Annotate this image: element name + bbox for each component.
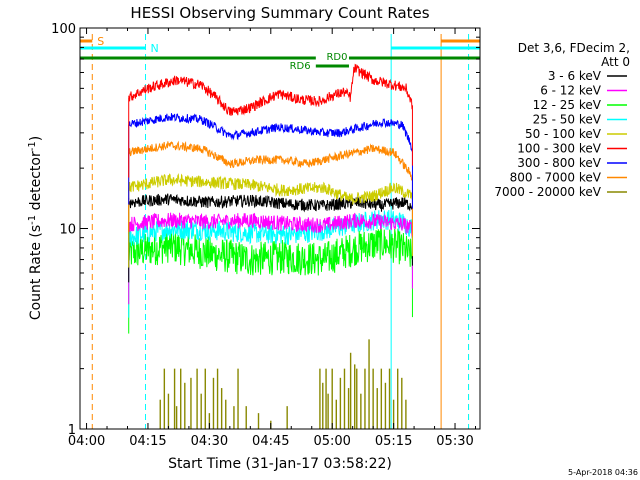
legend-entry-label: 3 - 6 keV (548, 69, 602, 83)
legend-entry-label: 100 - 300 keV (517, 142, 601, 156)
chart-title: HESSI Observing Summary Count Rates (130, 4, 429, 22)
series-3to6kev (128, 193, 413, 213)
timestamp: 5-Apr-2018 04:36 (568, 468, 638, 477)
annotation-layer: S N RD0 RD6 (80, 34, 480, 429)
legend-header-line-1: Det 3,6, FDecim 2, (518, 41, 630, 55)
y-tick-label: 1 (68, 423, 76, 438)
y-axis-label: Count Rate (s-1 detector-1) (27, 136, 44, 320)
x-tick-label: 04:45 (252, 434, 289, 449)
y-tick-label: 100 (51, 22, 76, 37)
x-tick-label: 04:00 (68, 434, 105, 449)
x-tick-label: 05:30 (436, 434, 473, 449)
legend-entry-label: 50 - 100 keV (525, 127, 602, 141)
series-50to100kev (128, 172, 413, 205)
legend-entry-label: 800 - 7000 keV (510, 171, 602, 185)
x-axis-label: Start Time (31-Jan-17 03:58:22) (168, 456, 392, 472)
series-800to7000kev (128, 140, 413, 181)
series-layer (128, 63, 413, 430)
legend-header-line-2: Att 0 (601, 55, 630, 69)
night-label: N (151, 42, 159, 55)
saa-label: S (97, 35, 104, 48)
x-tick-label: 04:15 (129, 434, 166, 449)
legend-entry-label: 25 - 50 keV (533, 113, 602, 127)
legend-entry-label: 7000 - 20000 keV (494, 185, 601, 199)
series-100to300kev (128, 63, 413, 116)
x-tick-label: 04:30 (191, 434, 228, 449)
legend-entry-label: 300 - 800 keV (517, 156, 601, 170)
x-tick-label: 05:15 (375, 434, 412, 449)
series-6to12kev (128, 212, 413, 237)
legend-entry-label: 12 - 25 keV (533, 98, 602, 112)
y-tick-label: 10 (59, 223, 76, 238)
series-12to25kev (128, 225, 413, 276)
tick-layer: 04:00 04:15 04:30 04:45 05:00 05:15 05:30 1 10 10… (51, 22, 480, 449)
series-300to800kev (128, 113, 413, 152)
legend-entry-label: 6 - 12 keV (540, 84, 602, 98)
rd0-label: RD0 (326, 52, 347, 63)
series-25to50kev (128, 209, 413, 247)
rd6-label: RD6 (290, 61, 311, 72)
x-tick-label: 05:00 (313, 434, 350, 449)
